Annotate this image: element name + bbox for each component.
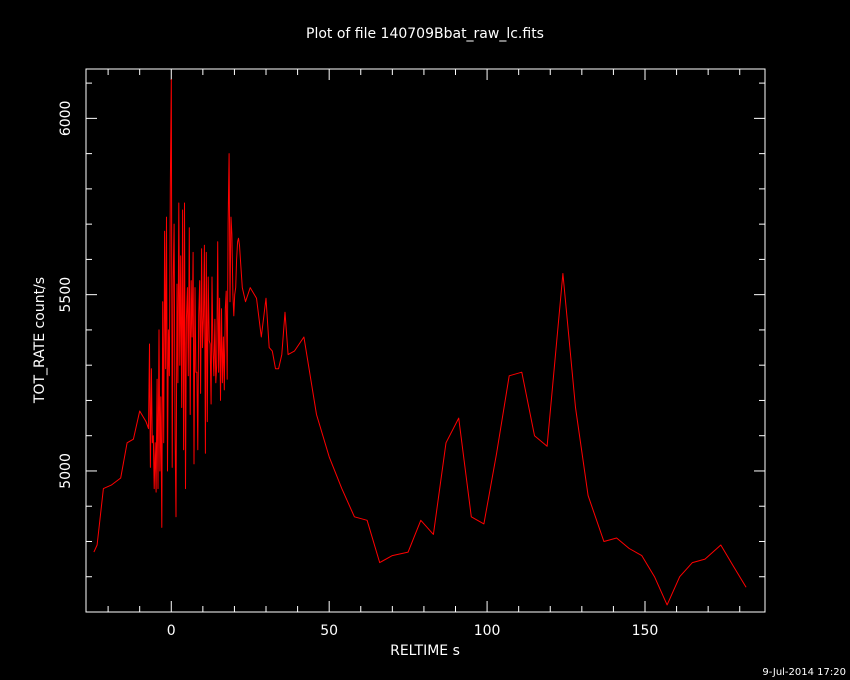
axis-ticks [86, 69, 765, 612]
plot-frame [85, 68, 766, 613]
x-axis-label: RELTIME s [390, 643, 460, 659]
timestamp: 9-Jul-2014 17:20 [762, 667, 846, 678]
x-tick-label: 0 [167, 623, 176, 639]
y-tick-label: 5500 [58, 277, 74, 313]
chart-title: Plot of file 140709Bbat_raw_lc.fits [306, 26, 544, 42]
y-tick-label: 5000 [58, 453, 74, 489]
x-tick-label: 150 [632, 623, 659, 639]
y-axis-label: TOT_RATE count/s [32, 277, 48, 404]
x-tick-label: 50 [320, 623, 338, 639]
tick-labels: 0 50 100 150 5000 5500 6000 [58, 101, 658, 639]
y-tick-label: 6000 [58, 101, 74, 137]
series-line [93, 79, 747, 606]
x-tick-label: 100 [474, 623, 501, 639]
